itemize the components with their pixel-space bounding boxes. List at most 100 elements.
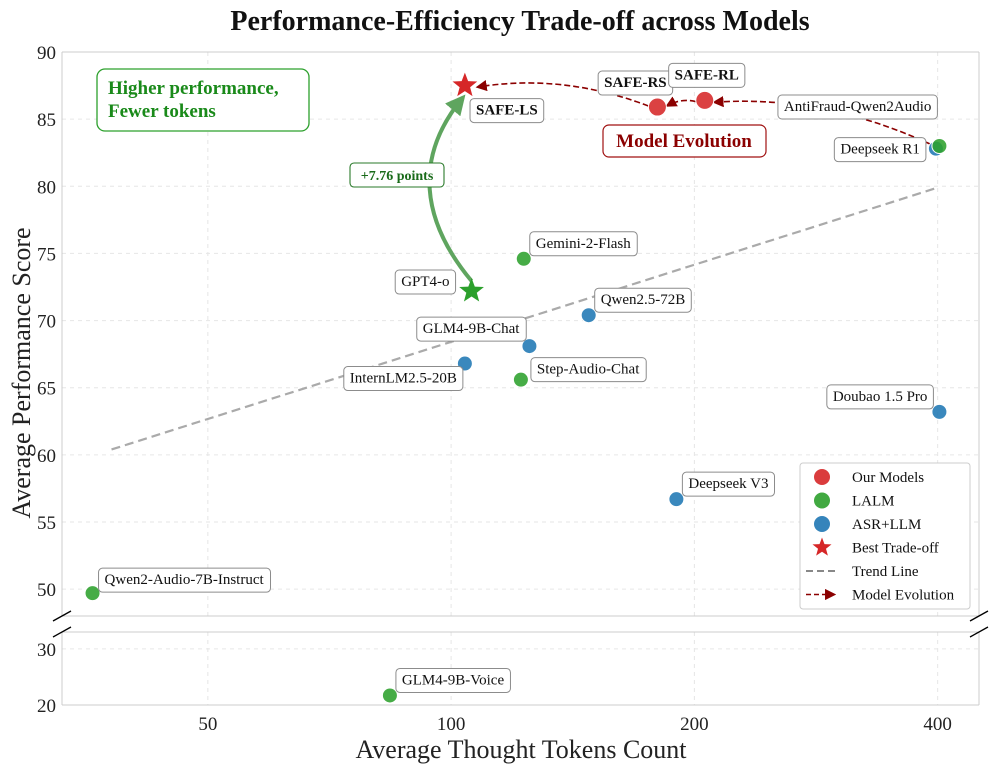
point-label-text: AntiFraud-Qwen2Audio [784,99,931,115]
model-evolution-note: Model Evolution [602,124,767,158]
point-label-text: Qwen2-Audio-7B-Instruct [105,572,265,588]
point-label-qwen2-audio-7b-instruct: Qwen2-Audio-7B-Instruct [98,567,272,593]
point-label-gpt4-o: GPT4-o [394,269,457,295]
point-label-glm4-9b-chat: GLM4-9B-Chat [416,316,527,342]
point-glm4-9b-chat [521,338,538,355]
point-label-box [826,384,934,410]
axes-frame [52,51,989,706]
improvement-arrow [427,94,474,283]
point-star-gpt4-o [459,278,484,302]
legend-label-model-evolution: Model Evolution [852,588,955,604]
improvement-label: +7.76 points [361,169,434,184]
y-tick-label: 65 [37,379,56,400]
point-label-text: SAFE-LS [476,103,538,119]
point-label-safe-rs: SAFE-RS [597,70,674,96]
point-label-box [594,287,692,313]
evolution-arrow [665,96,697,107]
point-label-text: GLM4-9B-Chat [423,321,520,337]
y-axis-label: Average Performance Score [7,227,36,518]
point-label-box [833,137,927,163]
axis-break-mark [969,610,989,622]
y-tick-label: 80 [37,177,56,198]
axis-break-mark [52,626,72,638]
point-label-box [98,567,272,593]
point-qwen2-audio-7b-instruct [84,585,101,602]
x-tick-label: 400 [923,714,952,735]
y-tick-label: 50 [37,580,56,601]
point-labels: Qwen2-Audio-7B-Instruct GLM4-9B-Voice Inte… [98,62,938,693]
legend-box [799,462,971,610]
point-qwen2-5-72b [580,307,597,324]
legend: Our Models LALM ASR+LLM Best Trade-off Trend… [799,462,971,610]
point-label-safe-rl: SAFE-RL [668,62,746,88]
point-label-box [343,366,464,392]
y-tick-label: 20 [37,696,56,717]
legend-label-asr-llm: ASR+LLM [852,517,921,533]
x-tick-label: 50 [198,714,217,735]
axis-ticks: 50 100 200 400 50 55 60 65 70 75 80 85 90 20 30 [37,43,952,735]
point-label-safe-ls: SAFE-LS [469,98,545,124]
model-evolution-label: Model Evolution [616,131,752,152]
point-safe-rs [647,97,667,117]
improvement-note: +7.76 points [349,162,445,188]
x-axis-label: Average Thought Tokens Count [355,735,687,764]
legend-marker-best-trade-off [812,537,832,556]
point-label-text: Deepseek R1 [840,142,920,158]
point-label-text: Deepseek V3 [688,476,768,492]
point-label-box [395,667,511,693]
point-label-text: Qwen2.5-72B [601,292,686,308]
point-label-text: Gemini-2-Flash [536,236,631,252]
point-label-box [777,94,938,120]
point-label-text: GPT4-o [401,274,449,290]
y-tick-label: 75 [37,244,56,265]
legend-label-lalm: LALM [852,494,895,510]
data-points [84,72,948,704]
point-label-text: SAFE-RL [675,67,739,83]
point-label-box [681,471,776,497]
point-label-text: Step-Audio-Chat [537,362,640,378]
point-label-step-audio-chat: Step-Audio-Chat [530,357,647,383]
point-label-deepseek-v3: Deepseek V3 [681,471,776,497]
point-glm4-9b-voice [381,687,398,704]
legend-marker-asr-llm [814,516,830,532]
point-label-box [469,98,545,124]
higher-performance-line1: Higher performance, [108,78,279,99]
point-label-box [416,316,527,342]
legend-label-our-models: Our Models [852,470,924,486]
point-label-text: GLM4-9B-Voice [402,672,505,688]
y-tick-label: 70 [37,312,56,333]
point-label-text: SAFE-RS [604,75,667,91]
legend-marker-lalm [814,492,830,509]
point-antifraud-qwen2audio [931,138,948,154]
point-label-box [529,231,638,257]
x-tick-label: 200 [680,714,709,735]
point-label-box [668,62,746,88]
point-doubao-1-5-pro [931,403,948,420]
point-label-box [530,357,647,383]
higher-performance-note: Higher performance, Fewer tokens [96,68,310,132]
point-label-text: InternLM2.5-20B [350,371,457,387]
point-gemini-2-flash [515,250,532,267]
legend-marker-our-models [814,469,830,485]
point-label-qwen2-5-72b: Qwen2.5-72B [594,287,692,313]
trend-line [111,186,938,451]
point-label-glm4-9b-voice: GLM4-9B-Voice [395,667,511,693]
y-tick-label: 85 [37,110,56,131]
y-tick-label: 30 [37,640,56,661]
point-label-antifraud-qwen2audio: AntiFraud-Qwen2Audio [777,94,938,120]
y-tick-label: 60 [37,446,56,467]
legend-label-trend-line: Trend Line [852,564,919,580]
axis-break-mark [52,610,72,622]
point-label-box [394,269,457,295]
legend-label-best-trade-off: Best Trade-off [852,541,939,557]
point-label-internlm2-5-20b: InternLM2.5-20B [343,366,464,392]
point-step-audio-chat [512,371,529,388]
chart-title: Performance-Efficiency Trade-off across … [230,6,809,37]
trend-line-layer [111,186,938,451]
point-star-safe-ls [452,72,478,97]
point-deepseek-v3 [668,491,685,508]
x-tick-label: 100 [437,714,466,735]
y-tick-label: 90 [37,43,56,64]
y-tick-label: 55 [37,513,56,534]
